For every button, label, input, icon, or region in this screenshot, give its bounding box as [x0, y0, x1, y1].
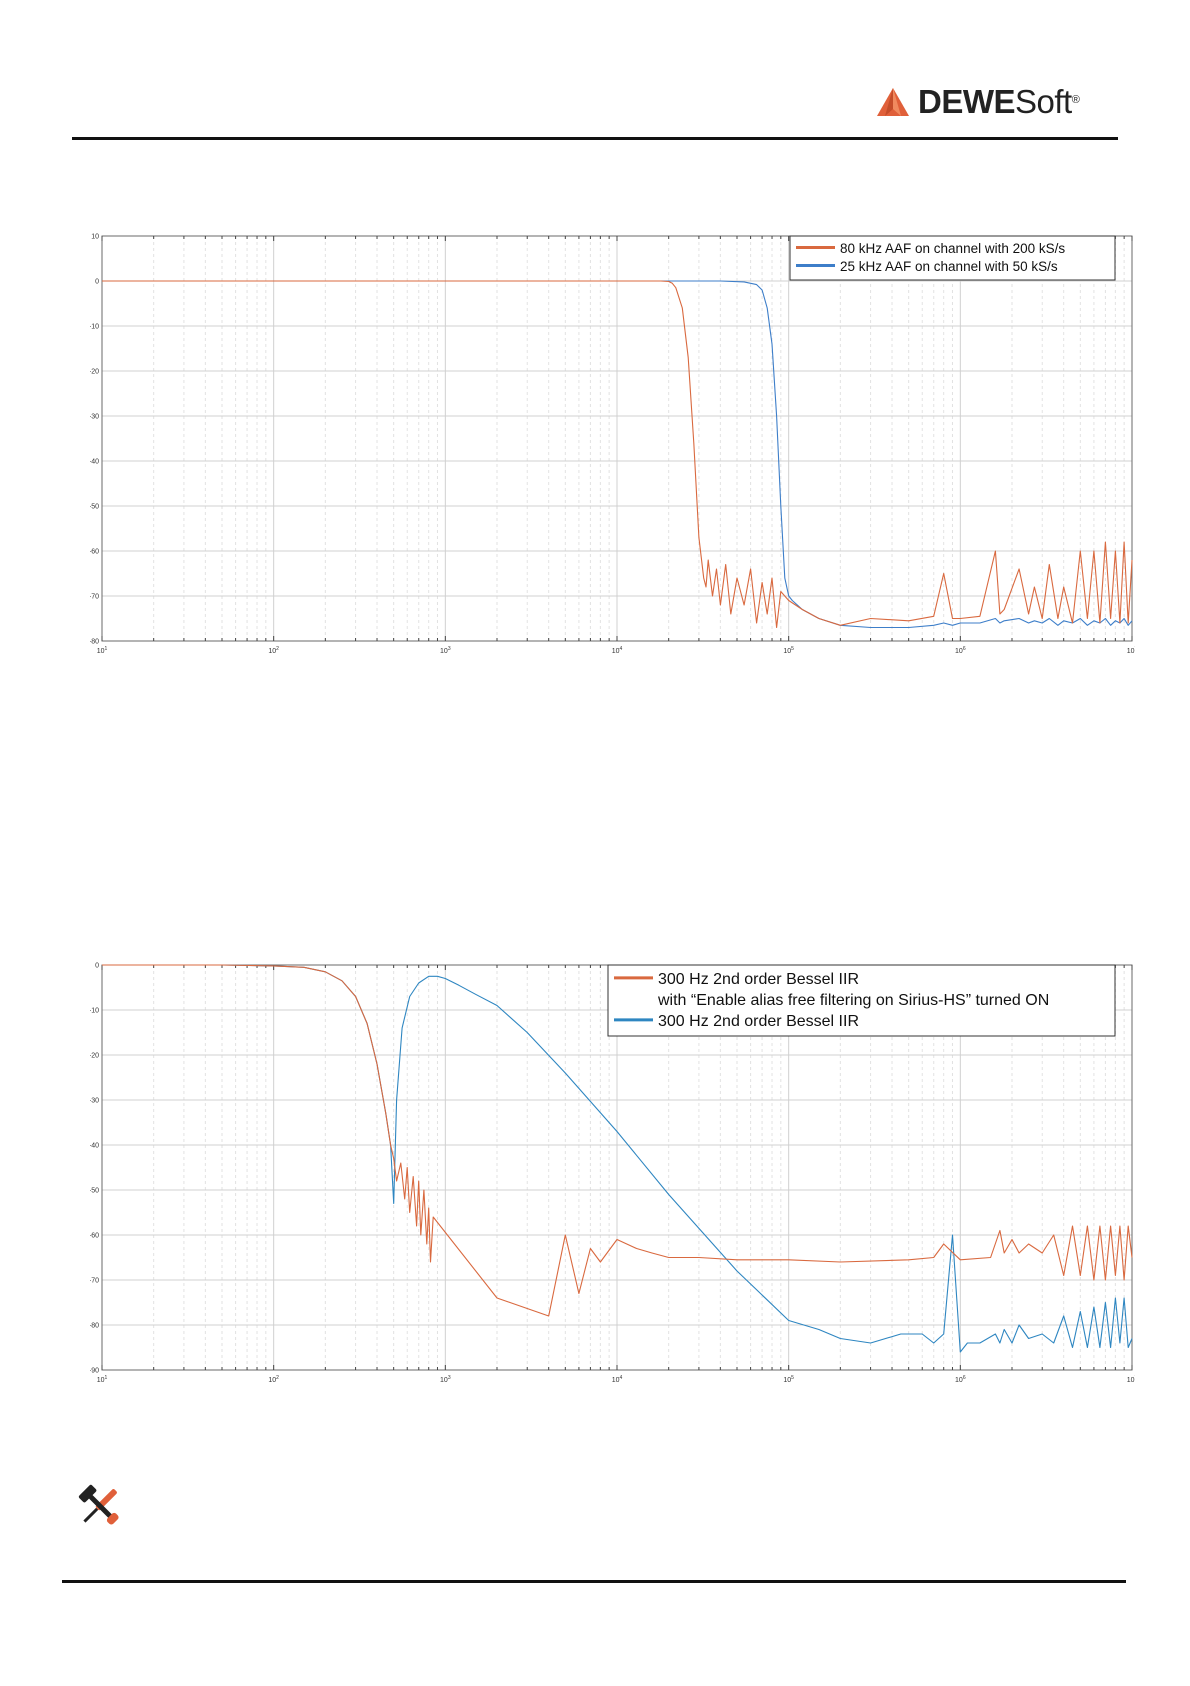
x-tick-label: 103	[440, 1375, 451, 1384]
x-tick-label: 106	[955, 1375, 966, 1384]
screwdriver-wrench-icon	[78, 1484, 119, 1525]
y-tick-label: -50	[90, 504, 99, 511]
legend: 300 Hz 2nd order Bessel IIR with “Enable …	[607, 964, 1116, 1037]
y-tick-label: -70	[90, 1278, 99, 1285]
legend-box	[607, 964, 1116, 1037]
series-line-1	[102, 964, 1133, 1317]
y-tick-label: -40	[90, 459, 99, 466]
x-tick-label: 107	[1127, 646, 1135, 655]
legend-label: 80 kHz AAF on channel with 200 kS/s	[840, 241, 1065, 256]
legend: 80 kHz AAF on channel with 200 kS/s 25 kH…	[789, 235, 1116, 281]
dewesoft-logo-icon	[877, 88, 909, 116]
x-tick-label: 107	[1127, 1375, 1135, 1384]
x-tick-label: 104	[612, 1375, 623, 1384]
x-tick-label: 101	[97, 646, 108, 655]
legend-box	[789, 235, 1116, 281]
x-tick-label: 102	[268, 1375, 279, 1384]
dewesoft-logo-text: DEWESoft®	[918, 83, 1080, 120]
y-tick-label: -10	[90, 1008, 99, 1015]
x-tick-label: 101	[97, 1375, 108, 1384]
legend-label: 300 Hz 2nd order Bessel IIR	[658, 1013, 859, 1030]
x-tick-label: 105	[783, 1375, 794, 1384]
y-tick-label: -30	[90, 1098, 99, 1105]
y-tick-label: -70	[90, 594, 99, 601]
legend-label: 25 kHz AAF on channel with 50 kS/s	[840, 259, 1058, 274]
y-tick-label: 10	[91, 234, 99, 241]
y-tick-label: -20	[90, 1053, 99, 1060]
x-tick-label: 105	[783, 646, 794, 655]
y-tick-label: -40	[90, 1143, 99, 1150]
legend-label: with “Enable alias free filtering on Sir…	[657, 992, 1049, 1009]
registered-mark: ®	[1071, 94, 1080, 106]
legend-label: 300 Hz 2nd order Bessel IIR	[658, 971, 859, 988]
y-tick-label: 0	[95, 963, 99, 970]
y-tick-label: -60	[90, 1233, 99, 1240]
y-tick-label: -50	[90, 1188, 99, 1195]
dewesoft-logo: DEWESoft®	[876, 82, 1080, 122]
x-tick-label: 104	[612, 646, 623, 655]
y-tick-label: -10	[90, 324, 99, 331]
header-rule	[72, 137, 1118, 140]
x-tick-label: 106	[955, 646, 966, 655]
footer-rule	[62, 1580, 1126, 1583]
y-tick-label: -60	[90, 549, 99, 556]
y-tick-label: -20	[90, 369, 99, 376]
x-tick-label: 102	[268, 646, 279, 655]
x-tick-label: 103	[440, 646, 451, 655]
y-tick-label: -80	[90, 1323, 99, 1330]
y-tick-label: 0	[95, 279, 99, 286]
y-tick-label: -30	[90, 414, 99, 421]
series-line-2	[102, 280, 1133, 629]
y-tick-label: -80	[90, 639, 99, 646]
y-tick-label: -90	[90, 1368, 99, 1375]
series-line-1	[102, 280, 1133, 629]
